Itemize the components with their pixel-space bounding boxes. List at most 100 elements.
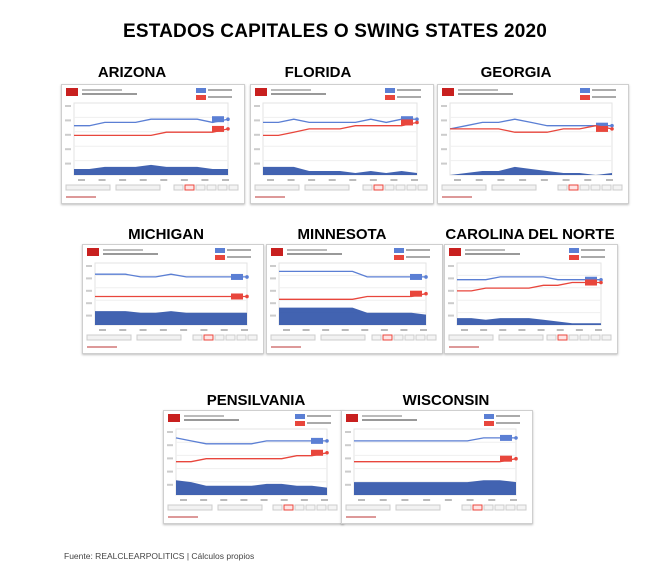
spread-area	[176, 480, 327, 495]
spread-area	[450, 166, 612, 175]
value-flag-trump	[585, 279, 597, 286]
range-button	[217, 184, 228, 191]
x-tick-label	[119, 329, 127, 331]
legend-text-line	[397, 89, 421, 91]
x-tick-label	[349, 179, 357, 181]
y-tick-label	[86, 289, 92, 292]
header-text-line	[465, 253, 520, 255]
spread-area	[263, 166, 417, 175]
y-tick-label	[167, 444, 173, 447]
x-tick-label	[606, 179, 613, 181]
y-tick-label	[448, 277, 454, 280]
x-tick-label	[420, 329, 427, 331]
y-tick-label	[448, 289, 454, 292]
value-flag-biden	[410, 273, 422, 280]
x-tick-label	[321, 499, 328, 501]
range-button	[461, 504, 472, 511]
series-end-point-trump	[514, 456, 518, 461]
x-tick-label	[461, 329, 468, 331]
value-flag-trump	[231, 293, 243, 300]
range-button	[406, 184, 417, 191]
header-text-line	[287, 253, 342, 255]
x-tick-label	[287, 179, 295, 181]
header-text-line	[271, 89, 311, 91]
x-tick-label	[99, 329, 106, 331]
y-tick-label	[86, 265, 92, 267]
header-text-line	[103, 253, 158, 255]
range-button	[557, 184, 568, 191]
x-tick-label	[98, 179, 106, 181]
chart-panel-carolina-del-norte	[444, 244, 618, 354]
legend-text-line	[496, 422, 520, 424]
x-tick-label	[241, 329, 248, 331]
page-title: ESTADOS CAPITALES O SWING STATES 2020	[122, 21, 548, 42]
chart-svg	[65, 88, 239, 198]
footer-credit	[449, 346, 479, 348]
x-tick-label	[200, 499, 208, 501]
range-button	[283, 504, 294, 511]
chart-panel-florida	[250, 84, 434, 204]
range-button	[393, 334, 404, 341]
chart-panel-pensilvania	[163, 410, 344, 524]
date-range-to	[320, 334, 366, 341]
chart-panel-michigan	[82, 244, 264, 354]
x-tick-label	[499, 329, 507, 331]
y-tick-label	[270, 277, 276, 280]
series-line-trump	[279, 293, 427, 300]
y-tick-label	[254, 119, 260, 122]
x-tick-label	[562, 179, 570, 181]
header-text-line	[82, 89, 122, 91]
y-tick-label	[448, 314, 454, 317]
date-range-from	[448, 334, 494, 341]
series-line-trump	[74, 128, 229, 137]
chart-svg	[270, 248, 437, 348]
range-button	[579, 334, 590, 341]
x-tick-label	[220, 329, 228, 331]
header-text-line	[184, 415, 224, 417]
range-button	[426, 334, 437, 341]
date-range-from	[254, 184, 300, 191]
x-tick-label	[341, 329, 349, 331]
series-line-biden	[279, 270, 426, 278]
y-tick-label	[65, 133, 71, 136]
x-tick-label	[400, 329, 408, 331]
value-flag-trump	[212, 125, 224, 132]
legend-swatch-trump	[215, 255, 225, 260]
legend-swatch-trump	[295, 421, 305, 426]
state-title-florida: FLORIDA	[284, 64, 352, 81]
brand-logo	[168, 414, 180, 422]
range-button	[362, 184, 373, 191]
range-button	[327, 504, 338, 511]
series-line-biden	[74, 118, 229, 127]
series-line-biden	[263, 118, 417, 124]
legend-swatch-trump	[484, 421, 494, 426]
range-button	[568, 184, 579, 191]
x-tick-label	[160, 179, 168, 181]
range-button	[568, 334, 579, 341]
series-line-trump	[457, 281, 601, 292]
x-tick-label	[379, 499, 387, 501]
y-tick-label	[167, 457, 173, 460]
x-tick-label	[308, 179, 316, 181]
x-tick-label	[260, 499, 268, 501]
range-button	[601, 334, 612, 341]
footer-credit	[271, 346, 301, 348]
y-tick-label	[345, 444, 351, 447]
legend-swatch-trump	[580, 95, 590, 100]
x-tick-label	[466, 499, 474, 501]
date-range-to	[217, 504, 263, 511]
legend-text-line	[581, 249, 605, 251]
legend-swatch-biden	[385, 88, 395, 93]
spread-area	[279, 307, 426, 325]
y-tick-label	[86, 277, 92, 280]
x-tick-label	[220, 499, 228, 501]
series-end-point-trump	[226, 127, 230, 131]
x-tick-label	[139, 179, 147, 181]
chart-svg	[254, 88, 428, 198]
header-text-line	[458, 93, 513, 95]
range-button	[316, 504, 327, 511]
series-line-biden	[449, 118, 612, 130]
legend-swatch-biden	[394, 248, 404, 253]
value-flag-trump	[311, 449, 323, 456]
x-tick-label	[119, 179, 127, 181]
